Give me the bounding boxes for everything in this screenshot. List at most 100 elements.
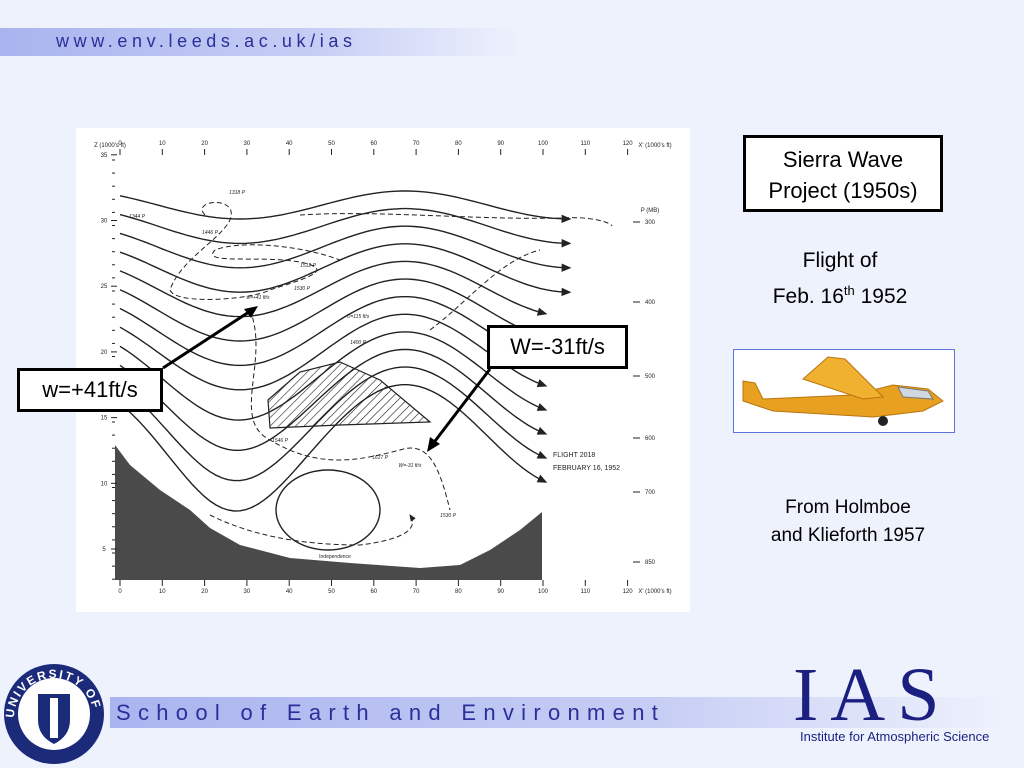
flight-annotation: 1344 P (129, 214, 146, 220)
x-tick-label: 90 (497, 141, 504, 147)
flight-line: Flight of (802, 249, 878, 272)
flight-year: 1952 (854, 285, 908, 308)
x-tick-label: 70 (413, 589, 420, 595)
flight-title: FLIGHT 2018 (553, 452, 595, 459)
x-tick-label: 0 (118, 141, 122, 147)
title-box: Sierra Wave Project (1950s) (743, 135, 943, 212)
rotor-zone (267, 361, 432, 429)
x-tick-label: 100 (538, 589, 549, 595)
y-tick-label: 20 (101, 350, 108, 356)
header-band (0, 28, 520, 56)
x-tick-label: 30 (244, 141, 251, 147)
p-tick-label: 850 (645, 560, 656, 566)
x-tick-label: 10 (159, 589, 166, 595)
streamline (119, 278, 548, 342)
x-tick-label: 110 (581, 141, 591, 147)
y-tick-label: 25 (101, 284, 108, 290)
x-axis-label: X' (1000's ft) (638, 589, 671, 595)
flight-path (299, 213, 613, 227)
flight-annotation: 1512 P (300, 263, 317, 269)
flight-line: Feb. 16th 1952 (740, 276, 940, 312)
x-tick-label: 60 (370, 589, 377, 595)
flight-annotation: U=115 ft/s (347, 314, 370, 320)
flight-annotation: w=+41 ft/s (246, 295, 270, 301)
leeds-logo: UNIVERSITY OF LEEDS (0, 656, 104, 764)
streamline (119, 190, 572, 224)
y-axis-label: Z (1000's ft) (94, 143, 126, 149)
x-tick-label: 0 (118, 589, 122, 595)
flight-annotation: 1546 P (272, 438, 289, 444)
flight-path (209, 514, 416, 546)
source-note: From Holmboe and Klieforth 1957 (738, 494, 958, 550)
callout-up: w=+41ft/s (17, 368, 163, 412)
x-tick-label: 110 (581, 589, 591, 595)
place-label: Independence (319, 554, 351, 560)
flight-date: Flight of Feb. 16th 1952 (740, 246, 940, 312)
header-url: www.env.leeds.ac.uk/ias (56, 31, 357, 51)
y-tick-label: 5 (102, 547, 106, 553)
streamline (119, 225, 572, 272)
p-tick-label: 300 (645, 220, 656, 226)
streamline (119, 243, 572, 297)
arrow-head (244, 306, 258, 318)
p-tick-label: 600 (645, 436, 656, 442)
flight-path (429, 249, 541, 331)
streamline (119, 207, 572, 248)
title-line: Project (1950s) (768, 178, 918, 203)
x-tick-label: 20 (201, 589, 208, 595)
institute-name: Institute for Atmospheric Science (800, 729, 990, 744)
x-tick-label: 20 (201, 141, 208, 147)
x-tick-label: 80 (455, 589, 462, 595)
flight-annotation: 1530 P (440, 513, 457, 519)
terrain (115, 445, 542, 580)
ias-logo: IAS (793, 653, 952, 737)
x-tick-label: 70 (413, 141, 420, 147)
school-name: School of Earth and Environment (116, 700, 666, 725)
flight-path (169, 202, 341, 300)
flight-annotation: 1400 P (350, 340, 367, 346)
x-tick-label: 60 (370, 141, 377, 147)
flight-path (249, 309, 451, 511)
streamline (119, 384, 548, 512)
x-tick-label: 40 (286, 141, 293, 147)
callout-layer (162, 306, 492, 452)
x-tick-label: 30 (244, 589, 251, 595)
y-tick-label: 10 (101, 481, 108, 487)
source-line: and Klieforth 1957 (770, 525, 926, 546)
flight-annotation: W=-31 ft/s (399, 463, 422, 469)
flight-annotation: 1446 P (202, 230, 219, 236)
flight-sup: th (843, 283, 855, 298)
callout-arrow (162, 308, 253, 370)
flight-date: FEBRUARY 16, 1952 (553, 465, 620, 472)
figure-panel: 0 0 10 10 20 20 30 30 40 40 50 50 60 60 70 70 80 80 90 90 10… (76, 128, 690, 612)
flight-annotation: 1318 P (229, 190, 246, 196)
x-tick-label: 120 (623, 141, 634, 147)
x-axis-label: X' (1000's ft) (638, 143, 671, 149)
rotor (275, 469, 381, 551)
arrow-head (427, 437, 440, 452)
streamline (119, 313, 548, 391)
x-tick-label: 80 (455, 141, 462, 147)
glider-photo (733, 349, 955, 433)
footer-band (110, 697, 1010, 728)
y-tick-label: 30 (101, 219, 108, 225)
x-tick-label: 40 (286, 589, 293, 595)
flight-annotation: 1530 P (294, 286, 311, 292)
p-tick-label: 400 (645, 300, 656, 306)
source-line: From Holmboe (785, 497, 911, 518)
p-tick-label: 500 (645, 374, 656, 380)
p-axis-label: P (MB) (641, 208, 660, 214)
x-tick-label: 100 (538, 141, 549, 147)
x-tick-label: 50 (328, 141, 335, 147)
flight-annotation: 1617 P (372, 455, 389, 461)
x-tick-label: 10 (159, 141, 166, 147)
callout-down: W=-31ft/s (487, 325, 628, 369)
title-line: Sierra Wave (782, 147, 904, 172)
x-tick-label: 90 (497, 589, 504, 595)
y-tick-label: 15 (101, 416, 108, 422)
x-tick-label: 120 (623, 589, 634, 595)
callout-arrow (430, 368, 492, 446)
p-tick-label: 700 (645, 490, 656, 496)
x-tick-label: 50 (328, 589, 335, 595)
